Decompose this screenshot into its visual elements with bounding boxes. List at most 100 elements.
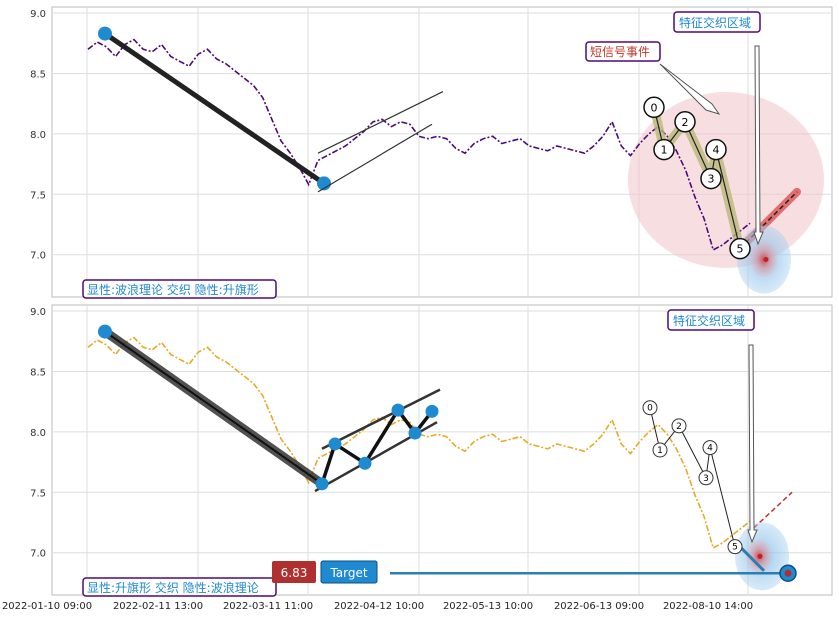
bottom-wave-label-text: 0 bbox=[647, 404, 653, 414]
bottom-pivot-marker bbox=[408, 426, 422, 440]
top-wave-label-circle bbox=[729, 237, 751, 260]
top-wave-label-text: 4 bbox=[713, 144, 720, 157]
x-tick-label: 2022-08-10 14:00 bbox=[663, 601, 753, 612]
top-wave-label-4: 4 bbox=[705, 138, 727, 161]
top-panel: 9.0 8.5 8.0 7.5 7.0 0 1 2 3 4 5 bbox=[30, 6, 833, 298]
bottom-y-tick-label: 9.0 bbox=[30, 307, 46, 318]
bottom-wave-label-circle bbox=[702, 440, 718, 456]
top-wave-label-text: 1 bbox=[661, 144, 668, 157]
bottom-pivot-marker bbox=[315, 477, 329, 491]
bottom-wave-label-circle bbox=[652, 442, 668, 458]
short-signal-arrow bbox=[659, 63, 721, 115]
top-wave-label-circle bbox=[674, 111, 696, 133]
bottom-wave-label-circle bbox=[642, 400, 658, 416]
bottom-pivot-marker bbox=[98, 324, 112, 339]
bottom-feature-box: 特征交织区域 bbox=[667, 309, 755, 331]
bottom-info-box: 显性:升旗形 交织 隐性:波浪理论 bbox=[82, 577, 277, 597]
top-wave-label-5: 5 bbox=[729, 237, 751, 260]
top-feature-arrow bbox=[753, 45, 764, 246]
bottom-pivot-marker bbox=[391, 403, 405, 417]
top-wave-label-text: 3 bbox=[708, 173, 715, 186]
bottom-pattern-overlay: 0 1 2 3 4 5 bbox=[98, 324, 797, 591]
x-tick-label: 2022-06-13 09:00 bbox=[554, 601, 644, 612]
short-signal-box: 短信号事件 bbox=[585, 41, 661, 62]
top-pattern-overlay: 0 1 2 3 4 5 bbox=[98, 26, 801, 294]
top-y-tick-label: 8.0 bbox=[30, 130, 46, 141]
bottom-wave-label-circle bbox=[698, 470, 714, 486]
bottom-wave-label-circle bbox=[727, 539, 743, 555]
target-marker-dot bbox=[784, 569, 792, 577]
bottom-plot-frame bbox=[51, 304, 833, 596]
bottom-wave-label-text: 3 bbox=[703, 474, 709, 484]
x-tick-label: 2022-01-10 09:00 bbox=[2, 601, 92, 612]
bottom-target-dot bbox=[757, 553, 763, 559]
top-wave-label-1: 1 bbox=[653, 138, 675, 161]
target-badge: Target bbox=[320, 560, 378, 584]
bottom-wave-label-2: 2 bbox=[671, 418, 687, 434]
x-tick-label: 2022-02-11 13:00 bbox=[113, 601, 203, 612]
top-channel-lower bbox=[317, 123, 433, 193]
top-wave-label-2: 2 bbox=[674, 111, 696, 133]
x-axis-ticks: 2022-01-10 09:00 2022-02-11 13:00 2022-03-… bbox=[2, 601, 753, 612]
top-wave-label-text: 2 bbox=[682, 116, 689, 129]
top-wave-label-0: 0 bbox=[643, 96, 665, 119]
top-y-tick-label: 9.0 bbox=[30, 9, 46, 20]
top-y-tick-label: 8.5 bbox=[30, 69, 46, 80]
bottom-wave-label-text: 5 bbox=[732, 543, 738, 553]
bottom-feature-arrow bbox=[747, 344, 758, 544]
bottom-channel-upper bbox=[321, 388, 441, 450]
top-wave-label-circle bbox=[705, 138, 727, 161]
bottom-info-label: 显性:升旗形 交织 隐性:波浪理论 bbox=[87, 580, 259, 595]
bottom-y-tick-label: 8.0 bbox=[30, 428, 46, 439]
top-y-tick-label: 7.0 bbox=[30, 251, 46, 262]
x-tick-label: 2022-05-13 10:00 bbox=[443, 601, 533, 612]
x-tick-label: 2022-03-11 11:00 bbox=[223, 601, 313, 612]
bottom-pivot-marker bbox=[358, 456, 372, 470]
target-badge-label: Target bbox=[329, 566, 367, 580]
bottom-feature-label: 特征交织区域 bbox=[673, 313, 745, 328]
top-target-dot bbox=[763, 257, 769, 263]
bottom-pivot-marker bbox=[328, 437, 342, 451]
short-signal-label: 短信号事件 bbox=[590, 45, 650, 59]
bottom-trend-line bbox=[104, 330, 323, 485]
top-y-tick-label: 7.5 bbox=[30, 190, 46, 201]
top-price-line bbox=[87, 38, 751, 252]
top-feature-label: 特征交织区域 bbox=[679, 15, 751, 30]
top-wave-label-3: 3 bbox=[700, 167, 722, 190]
bottom-projection-band bbox=[738, 545, 766, 572]
top-y-ticks: 9.0 8.5 8.0 7.5 7.0 bbox=[30, 9, 46, 262]
bottom-grid bbox=[52, 305, 832, 595]
bottom-y-tick-label: 7.0 bbox=[30, 549, 46, 560]
top-pivot-marker bbox=[98, 26, 112, 41]
bottom-y-tick-label: 7.5 bbox=[30, 488, 46, 499]
top-info-box: 显性:波浪理论 交织 隐性:升旗形 bbox=[82, 279, 277, 299]
bottom-pivot-marker bbox=[425, 404, 439, 418]
top-wave-label-circle bbox=[643, 96, 665, 119]
top-feature-box: 特征交织区域 bbox=[673, 11, 761, 33]
bottom-y-tick-label: 8.5 bbox=[30, 367, 46, 378]
price-badge: 6.83 bbox=[272, 561, 316, 583]
bottom-wave-label-circle bbox=[671, 418, 687, 434]
bottom-wave-label-3: 3 bbox=[698, 470, 714, 486]
top-wave-label-text: 5 bbox=[737, 243, 744, 256]
bottom-price-line bbox=[87, 336, 751, 550]
top-info-label: 显性:波浪理论 交织 隐性:升旗形 bbox=[87, 282, 259, 297]
bottom-wave-label-0: 0 bbox=[642, 400, 658, 416]
bottom-wave-label-1: 1 bbox=[652, 442, 668, 458]
price-badge-value: 6.83 bbox=[281, 566, 308, 580]
top-trend-line bbox=[102, 31, 327, 186]
bottom-y-ticks: 9.0 8.5 8.0 7.5 7.0 bbox=[30, 307, 46, 560]
bottom-panel: 9.0 8.5 8.0 7.5 7.0 0 1 2 3 4 5 bbox=[30, 304, 833, 596]
top-channel-upper bbox=[317, 91, 444, 154]
bottom-wave-label-4: 4 bbox=[702, 440, 718, 456]
bottom-wave-label-5: 5 bbox=[727, 539, 743, 555]
top-wave-label-circle bbox=[653, 138, 675, 161]
bottom-wave-label-text: 1 bbox=[657, 446, 663, 456]
bottom-wave-label-text: 2 bbox=[676, 422, 682, 432]
bottom-wave-label-text: 4 bbox=[707, 444, 713, 454]
top-projection-line bbox=[739, 191, 798, 250]
x-tick-label: 2022-04-12 10:00 bbox=[334, 601, 424, 612]
top-wave-label-text: 0 bbox=[651, 101, 658, 114]
top-wave-label-circle bbox=[700, 167, 722, 190]
